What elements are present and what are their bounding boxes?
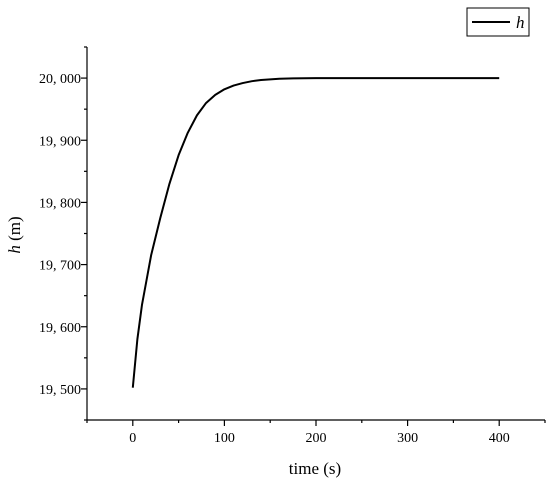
y-tick-label: 19, 800 bbox=[39, 196, 81, 211]
x-tick-label: 200 bbox=[306, 431, 327, 446]
y-axis-label-unit: (m) bbox=[5, 216, 24, 245]
x-axis-label: time (s) bbox=[289, 459, 341, 478]
y-tick-label: 19, 500 bbox=[39, 383, 81, 398]
y-tick-label: 19, 600 bbox=[39, 321, 81, 336]
x-tick-label: 100 bbox=[214, 431, 235, 446]
series-line-h bbox=[131, 77, 500, 388]
series-layer bbox=[131, 77, 500, 388]
x-tick-label: 400 bbox=[489, 431, 510, 446]
ticks: 0 100 200 300 400 19, 500 19, 600 19, 700 19, 80… bbox=[39, 46, 546, 446]
y-tick-label: 20, 000 bbox=[39, 72, 81, 87]
legend-label: h bbox=[516, 13, 525, 32]
x-tick-label: 300 bbox=[397, 431, 418, 446]
y-tick-label: 19, 700 bbox=[39, 259, 81, 274]
y-axis-label-symbol: h bbox=[5, 245, 24, 254]
y-axis-label: h (m) bbox=[5, 216, 24, 253]
legend: h bbox=[466, 7, 530, 37]
x-tick-label: 0 bbox=[129, 431, 136, 446]
y-tick-label: 19, 900 bbox=[39, 134, 81, 149]
